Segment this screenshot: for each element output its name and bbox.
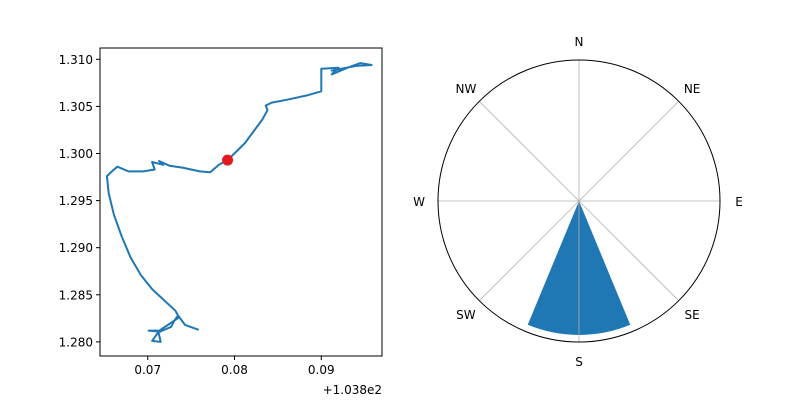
direction-polar-chart: N NE E SE S SW W NW	[413, 35, 743, 369]
track-series	[105, 62, 373, 343]
y-tick-label: 1.295	[59, 194, 93, 208]
current-position-layer	[222, 154, 234, 166]
x-axis: 0.07 0.08 0.09	[134, 356, 335, 377]
polar-gridline	[578, 200, 679, 301]
compass-label-e: E	[735, 195, 743, 209]
compass-label-n: N	[575, 35, 584, 49]
compass-labels: N NE E SE S SW W NW	[413, 35, 743, 369]
polar-grid	[438, 60, 720, 342]
x-tick-label: 0.09	[308, 363, 335, 377]
y-tick-label: 1.290	[59, 241, 93, 255]
compass-label-nw: NW	[455, 82, 476, 96]
x-tick-label: 0.07	[134, 363, 161, 377]
compass-label-sw: SW	[456, 308, 476, 322]
compass-label-se: SE	[684, 308, 699, 322]
track-line-0	[105, 62, 373, 343]
left-axes-frame	[99, 47, 383, 357]
y-tick-label: 1.305	[59, 100, 93, 114]
polar-outline	[437, 59, 721, 343]
current-position-marker	[222, 154, 234, 166]
compass-label-s: S	[575, 355, 583, 369]
polar-gridline	[578, 101, 679, 202]
map-track-chart: 0.07 0.08 0.09 1.2801.2851.2901.2951.3001.…	[59, 47, 383, 397]
compass-label-ne: NE	[684, 82, 701, 96]
y-tick-label: 1.285	[59, 288, 93, 302]
compass-label-w: W	[413, 195, 425, 209]
y-axis: 1.280 1.285 1.290 1.295 1.300 1.305 1.310	[59, 53, 100, 349]
y-tick-label: 1.300	[59, 147, 93, 161]
polar-gridline	[479, 101, 580, 202]
x-axis-offset-label: +1.038e2	[323, 383, 382, 397]
y-tick-label: 1.280	[59, 335, 93, 349]
x-tick-label: 0.08	[221, 363, 248, 377]
polar-gridline	[479, 200, 580, 301]
y-tick-label: 1.310	[59, 53, 93, 67]
